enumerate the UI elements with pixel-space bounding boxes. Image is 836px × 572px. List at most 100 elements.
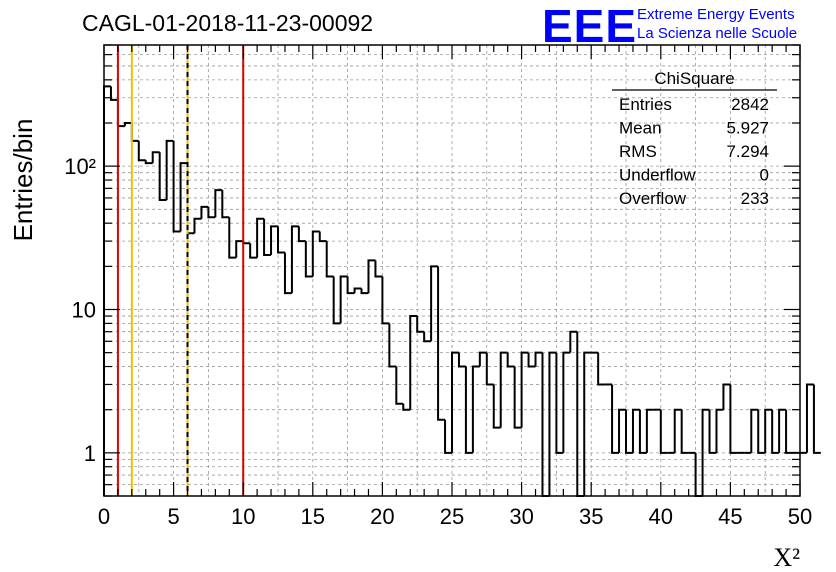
- histogram-bin: [151, 151, 160, 164]
- histogram-bin: [235, 240, 244, 258]
- histogram-bin: [750, 408, 759, 453]
- histogram-bin: [144, 160, 153, 165]
- histogram-bin: [673, 408, 682, 453]
- histogram-bin: [332, 276, 341, 325]
- stats-box: ChiSquare Entries 2842 Mean 5.927 RMS 7.294 Und…: [612, 69, 777, 208]
- histogram-bin: [416, 316, 425, 333]
- stats-title: ChiSquare: [654, 69, 734, 88]
- histogram-bin: [701, 408, 710, 496]
- x-axis-label: X²: [773, 543, 800, 572]
- histogram-bin: [583, 351, 592, 496]
- histogram-bin: [381, 276, 390, 325]
- eee-logo-mark: EEE: [542, 0, 638, 52]
- histogram-bin: [562, 351, 571, 453]
- stats-value: 0: [760, 166, 769, 185]
- histogram-bin: [520, 351, 529, 428]
- x-tick-label: 45: [718, 504, 742, 529]
- histogram-bin: [172, 140, 181, 233]
- y-tick-label: 1: [84, 441, 96, 466]
- histogram-bin: [485, 352, 494, 386]
- y-tick-label: 10²: [64, 154, 96, 179]
- histogram-bars: [103, 85, 821, 497]
- stats-label: Mean: [619, 119, 662, 138]
- histogram-bin: [374, 260, 383, 278]
- histogram-bin: [193, 217, 202, 234]
- stats-value: 2842: [731, 95, 769, 114]
- histogram-bin: [611, 384, 620, 454]
- x-tick-label: 30: [509, 504, 533, 529]
- histogram-bin: [457, 352, 466, 368]
- histogram-bin: [569, 330, 578, 353]
- histogram-bin: [402, 403, 411, 411]
- histogram-bin: [353, 287, 362, 294]
- histogram-bin: [625, 409, 633, 454]
- histogram-bin: [297, 226, 306, 243]
- histogram-bin: [325, 241, 334, 278]
- histogram-bin: [478, 351, 487, 367]
- histogram-bin: [722, 383, 731, 410]
- histogram-bin: [729, 384, 738, 454]
- histogram-bin: [499, 351, 508, 428]
- histogram-bin: [492, 384, 501, 429]
- histogram-bin: [785, 409, 794, 454]
- histogram-bin: [757, 409, 766, 454]
- histogram-bin: [109, 86, 118, 101]
- histogram-bin: [423, 331, 432, 343]
- histogram-bin: [541, 352, 550, 497]
- histogram-bin: [200, 205, 209, 219]
- histogram-bin: [207, 206, 216, 219]
- eee-logo-line2: La Scienza nelle Scuole: [637, 25, 798, 42]
- y-tick-label: 10: [72, 297, 96, 322]
- chart-title: CAGL-01-2018-11-23-00092: [82, 10, 374, 36]
- histogram-bin: [214, 189, 223, 218]
- histogram-bin: [130, 122, 139, 142]
- histogram-bin: [778, 408, 787, 453]
- x-tick-label: 35: [579, 504, 603, 529]
- histogram-bin: [395, 366, 404, 405]
- histogram-bin: [256, 217, 265, 258]
- stats-label: Overflow: [619, 189, 687, 208]
- histogram-bin: [270, 225, 278, 255]
- eee-logo: EEE Extreme Energy Events La Scienza nel…: [542, 0, 832, 52]
- histogram-bin: [715, 408, 724, 453]
- histogram-bin: [123, 121, 132, 127]
- stats-label: Underflow: [619, 166, 696, 185]
- histogram-bin: [576, 331, 585, 497]
- histogram-bin: [221, 190, 230, 219]
- histogram-bin: [103, 85, 111, 496]
- x-tick-label: 10: [231, 504, 255, 529]
- histogram-bin: [339, 275, 348, 324]
- histogram-bin: [680, 409, 689, 454]
- x-tick-label: 25: [440, 504, 464, 529]
- histogram-bin: [555, 352, 564, 454]
- stats-value: 7.294: [726, 142, 769, 161]
- histogram-bin: [304, 241, 313, 278]
- histogram-bin: [367, 259, 376, 294]
- stats-label: RMS: [619, 142, 657, 161]
- stats-value: 233: [741, 189, 769, 208]
- histogram-bin: [388, 323, 397, 368]
- histogram-bin: [527, 352, 536, 368]
- histogram-bin: [158, 152, 167, 202]
- x-tick-label: 15: [301, 504, 325, 529]
- histogram-bin: [116, 99, 125, 128]
- histogram-bin: [179, 162, 188, 232]
- histogram-bin: [513, 366, 522, 429]
- histogram-bin: [409, 315, 418, 410]
- histogram-bin: [451, 351, 459, 453]
- histogram-bin: [290, 225, 299, 294]
- histogram-bin: [437, 266, 446, 421]
- x-tick-labels: 0 5 10 15 20 25 30 35 40 45 50: [98, 504, 812, 529]
- eee-logo-line1: Extreme Energy Events: [637, 6, 795, 23]
- x-tick-label: 0: [98, 504, 110, 529]
- histogram-bin: [346, 276, 355, 295]
- histogram-bin: [464, 366, 473, 454]
- histogram-bin: [597, 352, 606, 386]
- histogram-bin: [430, 265, 439, 342]
- x-tick-label: 20: [370, 504, 394, 529]
- histogram-bin: [277, 226, 285, 254]
- histogram-bin: [506, 352, 515, 368]
- histogram-bin: [263, 218, 272, 256]
- y-axis-label: Entries/bin: [8, 119, 38, 242]
- histogram-bin: [318, 231, 327, 243]
